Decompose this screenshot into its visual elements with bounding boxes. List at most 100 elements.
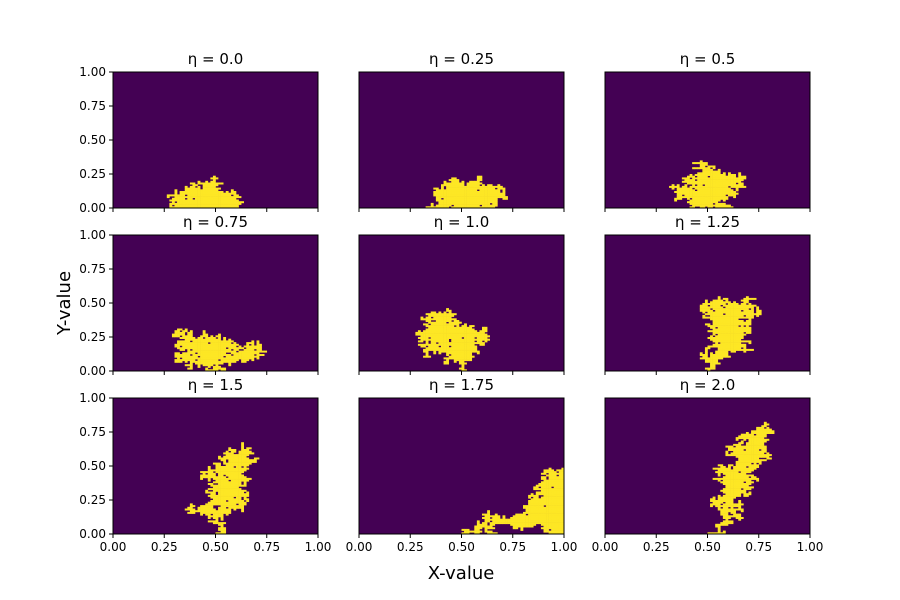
cluster-cell	[728, 189, 731, 192]
cluster-cell	[256, 348, 260, 351]
cluster-cell	[712, 314, 716, 317]
cluster-cell	[476, 350, 480, 353]
cluster-cell	[740, 460, 744, 463]
cluster-cell	[177, 347, 180, 350]
cluster-cell	[177, 196, 180, 199]
cluster-cell	[525, 525, 529, 528]
cluster-cell	[243, 464, 247, 467]
cluster-cell	[722, 515, 726, 518]
cluster-cell	[725, 477, 729, 480]
cluster-cell	[464, 352, 467, 355]
cluster-cell	[256, 340, 260, 343]
cluster-cell	[479, 527, 483, 530]
cluster-cell	[748, 445, 752, 448]
cluster-cell	[546, 489, 549, 492]
cluster-cell	[487, 196, 490, 199]
cluster-cell	[756, 466, 760, 468]
cluster-cell	[220, 206, 224, 209]
panel-eta-0: η = 0.00.000.250.500.751.00	[79, 50, 319, 215]
cluster-cell	[740, 433, 744, 436]
cluster-cell	[761, 428, 765, 431]
cluster-cell	[438, 330, 442, 333]
cluster-cell	[435, 330, 439, 333]
cluster-cell	[740, 435, 744, 438]
cluster-cell	[548, 494, 552, 497]
cluster-cell	[743, 486, 747, 489]
cluster-cell	[551, 518, 555, 521]
cluster-cell	[530, 523, 534, 526]
cluster-cell	[528, 496, 531, 499]
cluster-cell	[474, 185, 478, 188]
cluster-cell	[738, 489, 742, 492]
cluster-cell	[453, 347, 457, 350]
cluster-cell	[556, 498, 560, 501]
cluster-cell	[561, 498, 565, 501]
cluster-cell	[561, 525, 565, 528]
cluster-cell	[451, 340, 455, 343]
cluster-cell	[466, 184, 470, 187]
cluster-cell	[730, 493, 734, 496]
cluster-cell	[738, 321, 742, 324]
cluster-cell	[743, 494, 747, 497]
cluster-cell	[487, 204, 490, 207]
cluster-cell	[712, 316, 716, 319]
cluster-cell	[476, 194, 480, 197]
cluster-cell	[745, 454, 749, 457]
cluster-cell	[730, 471, 734, 474]
cluster-cell	[735, 177, 739, 180]
cluster-cell	[210, 472, 214, 475]
panel-eta-0-75: η = 0.750.000.250.500.751.00	[79, 213, 319, 378]
cluster-cell	[228, 488, 232, 491]
cluster-cell	[733, 471, 736, 474]
cluster-cell	[456, 340, 460, 343]
cluster-cell	[220, 350, 224, 353]
cluster-cell	[225, 201, 229, 204]
cluster-cell	[456, 337, 460, 339]
cluster-cell	[553, 493, 557, 496]
cluster-cell	[200, 191, 203, 193]
cluster-cell	[225, 503, 229, 506]
cluster-cell	[733, 328, 736, 331]
cluster-cell	[520, 525, 524, 528]
cluster-cell	[761, 425, 765, 428]
cluster-cell	[474, 206, 478, 209]
cluster-cell	[220, 457, 224, 460]
cluster-cell	[435, 316, 439, 319]
cluster-cell	[435, 325, 439, 328]
cluster-cell	[456, 179, 460, 182]
cluster-cell	[756, 454, 760, 457]
cluster-cell	[220, 496, 224, 499]
cluster-cell	[740, 331, 744, 334]
cluster-cell	[704, 162, 708, 165]
cluster-cell	[671, 185, 675, 188]
cluster-cell	[225, 204, 229, 207]
y-tick-label: 0.00	[79, 364, 106, 378]
cluster-cell	[533, 523, 537, 526]
cluster-cell	[538, 522, 542, 525]
cluster-cell	[728, 303, 731, 305]
cluster-cell	[448, 197, 452, 200]
cluster-cell	[738, 323, 742, 326]
cluster-cell	[517, 525, 521, 528]
cluster-cell	[712, 330, 716, 333]
cluster-cell	[202, 187, 206, 190]
cluster-cell	[715, 206, 719, 209]
cluster-cell	[730, 445, 734, 448]
cluster-cell	[730, 325, 734, 328]
cluster-cell	[725, 469, 729, 472]
cluster-cell	[717, 506, 721, 509]
cluster-cell	[228, 477, 232, 480]
cluster-cell	[223, 457, 227, 460]
cluster-cell	[551, 515, 555, 518]
cluster-cell	[233, 464, 237, 467]
cluster-cell	[725, 187, 729, 190]
cluster-cell	[538, 513, 542, 516]
cluster-cell	[738, 338, 742, 341]
cluster-cell	[238, 462, 242, 465]
cluster-cell	[443, 184, 447, 187]
cluster-cell	[241, 354, 244, 356]
cluster-cell	[553, 520, 557, 523]
cluster-cell	[233, 503, 237, 506]
cluster-cell	[523, 511, 526, 514]
cluster-cell	[210, 204, 214, 207]
